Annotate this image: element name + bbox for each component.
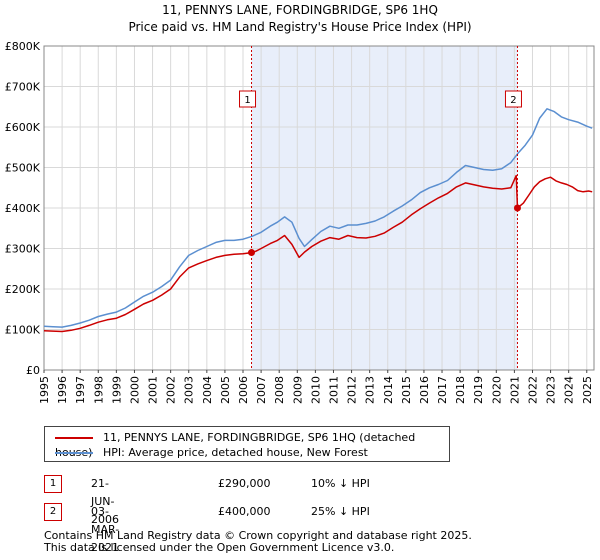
y-tick-label: £100K: [5, 324, 41, 337]
series-line-property: [43, 174, 593, 333]
x-tick-label: 2016: [418, 376, 431, 404]
sale-point-1: [248, 249, 256, 257]
y-tick-label: £600K: [5, 121, 41, 134]
x-tick-label: 1996: [56, 376, 69, 404]
x-tick-label: 2006: [237, 376, 250, 404]
y-tick-label: £500K: [5, 162, 41, 175]
y-tick-label: £0: [26, 364, 40, 377]
y-tick-label: £800K: [5, 40, 41, 53]
legend-item-hpi: HPI: Average price, detached house, New …: [55, 445, 368, 460]
x-tick-label: 2023: [545, 376, 558, 404]
legend-swatch-property: [55, 437, 93, 439]
x-tick-label: 2024: [563, 376, 576, 404]
axes-layer: £0 £100K £200K £300K £400K £500K £600K £700K £80…: [5, 40, 595, 404]
sale-price: £290,000: [218, 477, 271, 490]
sale-marker-box: 1: [44, 475, 62, 493]
x-tick-label: 2004: [201, 376, 214, 404]
sale-date: 21-JUN-2006: [91, 477, 119, 526]
x-tick-label: 2001: [147, 376, 160, 404]
legend-swatch-hpi: [55, 452, 93, 454]
x-tick-label: 2013: [364, 376, 377, 404]
x-tick-label: 1998: [92, 376, 105, 404]
legend-label-hpi: HPI: Average price, detached house, New …: [103, 446, 368, 459]
x-tick-label: 2007: [255, 376, 268, 404]
y-tick-label: £700K: [5, 81, 41, 94]
x-tick-label: 1997: [74, 376, 87, 404]
x-tick-label: 2003: [183, 376, 196, 404]
sale-label-2: 2: [510, 95, 516, 106]
chart-legend: 11, PENNYS LANE, FORDINGBRIDGE, SP6 1HQ …: [44, 426, 450, 462]
x-tick-label: 1995: [38, 376, 51, 404]
chart-title: 11, PENNYS LANE, FORDINGBRIDGE, SP6 1HQ: [162, 3, 438, 17]
x-tick-label: 2017: [436, 376, 449, 404]
legend-item-property: 11, PENNYS LANE, FORDINGBRIDGE, SP6 1HQ …: [55, 430, 449, 459]
footer-attribution: Contains HM Land Registry data © Crown c…: [44, 530, 472, 554]
chart-title-block: 11, PENNYS LANE, FORDINGBRIDGE, SP6 1HQ …: [0, 2, 600, 36]
sale-point-2: [513, 204, 521, 212]
x-tick-label: 2022: [526, 376, 539, 404]
x-tick-label: 2018: [454, 376, 467, 404]
x-tick-label: 2002: [165, 376, 178, 404]
sale-label-1: 1: [244, 95, 250, 106]
x-tick-label: 2005: [219, 376, 232, 404]
x-tick-label: 2000: [128, 376, 141, 404]
y-tick-label: £400K: [5, 202, 41, 215]
sale-hpi-diff: 10% ↓ HPI: [311, 477, 370, 490]
sale-price: £400,000: [218, 505, 271, 518]
x-tick-label: 2008: [273, 376, 286, 404]
plot-frame: [43, 45, 595, 371]
x-tick-label: 2014: [382, 376, 395, 404]
x-tick-label: 2020: [490, 376, 503, 404]
footer-line-2: This data is licensed under the Open Gov…: [44, 541, 395, 554]
x-tick-label: 1999: [110, 376, 123, 404]
price-chart: £0 £100K £200K £300K £400K £500K £600K £700K £80…: [5, 40, 595, 404]
y-tick-label: £300K: [5, 243, 41, 256]
sale-marker-box: 2: [44, 503, 62, 521]
x-tick-label: 2019: [472, 376, 485, 404]
grid-layer: [43, 45, 594, 371]
sale-label-box-1: [239, 90, 257, 108]
sale-label-box-2: [504, 90, 522, 108]
chart-subtitle: Price paid vs. HM Land Registry's House …: [128, 20, 472, 34]
x-tick-label: 2009: [291, 376, 304, 404]
x-tick-label: 2012: [346, 376, 359, 404]
footer-line-1: Contains HM Land Registry data © Crown c…: [44, 529, 472, 542]
sale-date: 03-MAR-2021: [91, 505, 120, 554]
y-tick-label: £200K: [5, 283, 41, 296]
x-tick-label: 2021: [508, 376, 521, 404]
series-line-hpi: [43, 108, 593, 328]
legend-label-property: 11, PENNYS LANE, FORDINGBRIDGE, SP6 1HQ …: [55, 431, 416, 459]
x-tick-label: 2011: [327, 376, 340, 404]
x-tick-label: 2015: [400, 376, 413, 404]
x-tick-label: 2025: [581, 376, 594, 404]
x-tick-label: 2010: [309, 376, 322, 404]
lines-layer: [43, 108, 593, 333]
sale-hpi-diff: 25% ↓ HPI: [311, 505, 370, 518]
